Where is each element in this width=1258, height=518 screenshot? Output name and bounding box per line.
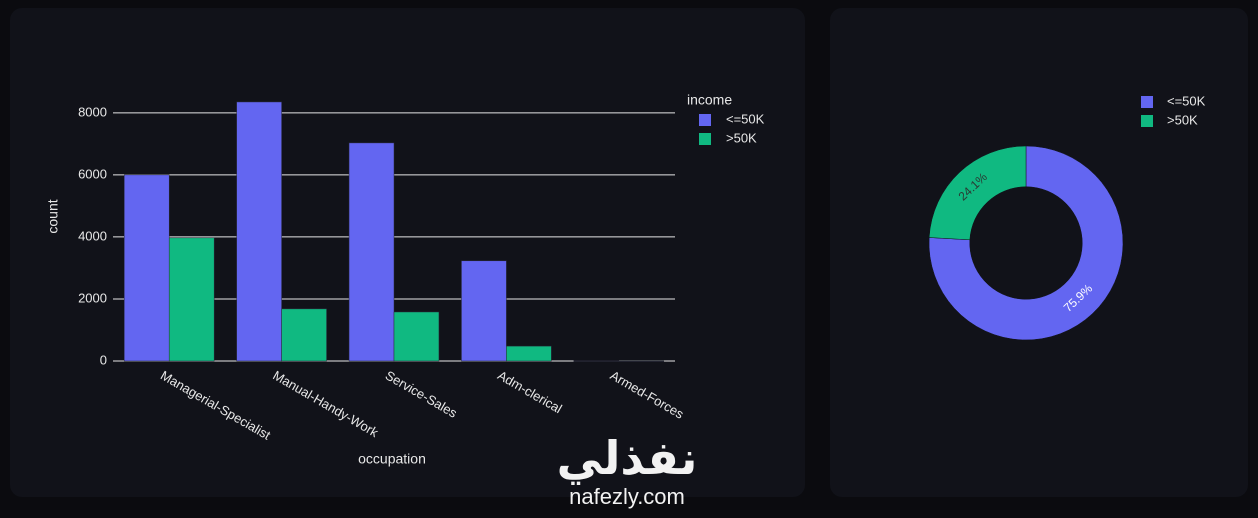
bar bbox=[618, 360, 665, 362]
pie-panel bbox=[830, 8, 1248, 497]
bar bbox=[393, 311, 440, 362]
legend-label: <=50K bbox=[1167, 93, 1206, 108]
legend-swatch bbox=[1141, 96, 1153, 108]
bar bbox=[168, 237, 215, 362]
bar bbox=[506, 345, 552, 362]
bar bbox=[573, 360, 620, 362]
bar bbox=[348, 142, 395, 362]
legend-label: >50K bbox=[1167, 112, 1198, 127]
y-tick-label: 2000 bbox=[78, 290, 107, 305]
watermark-url: nafezly.com bbox=[569, 484, 685, 509]
y-tick-label: 4000 bbox=[78, 228, 107, 243]
bar-panel bbox=[10, 8, 805, 497]
bar bbox=[236, 101, 282, 362]
y-tick-label: 6000 bbox=[78, 166, 107, 181]
y-tick-label: 0 bbox=[100, 352, 107, 367]
bar bbox=[123, 174, 170, 362]
legend-swatch bbox=[699, 133, 711, 145]
legend-label: >50K bbox=[726, 130, 757, 145]
y-tick-label: 8000 bbox=[78, 104, 107, 119]
legend-title: income bbox=[687, 92, 732, 108]
pie-slice bbox=[928, 145, 1027, 241]
bar bbox=[281, 308, 327, 362]
y-axis-title: count bbox=[45, 199, 61, 233]
bar bbox=[461, 260, 507, 362]
watermark-arabic: نفذلي bbox=[557, 432, 698, 485]
legend-swatch bbox=[1141, 115, 1153, 127]
pie-slice bbox=[928, 145, 1124, 341]
legend-swatch bbox=[699, 114, 711, 126]
x-axis-title: occupation bbox=[358, 451, 426, 467]
legend-label: <=50K bbox=[726, 111, 765, 126]
